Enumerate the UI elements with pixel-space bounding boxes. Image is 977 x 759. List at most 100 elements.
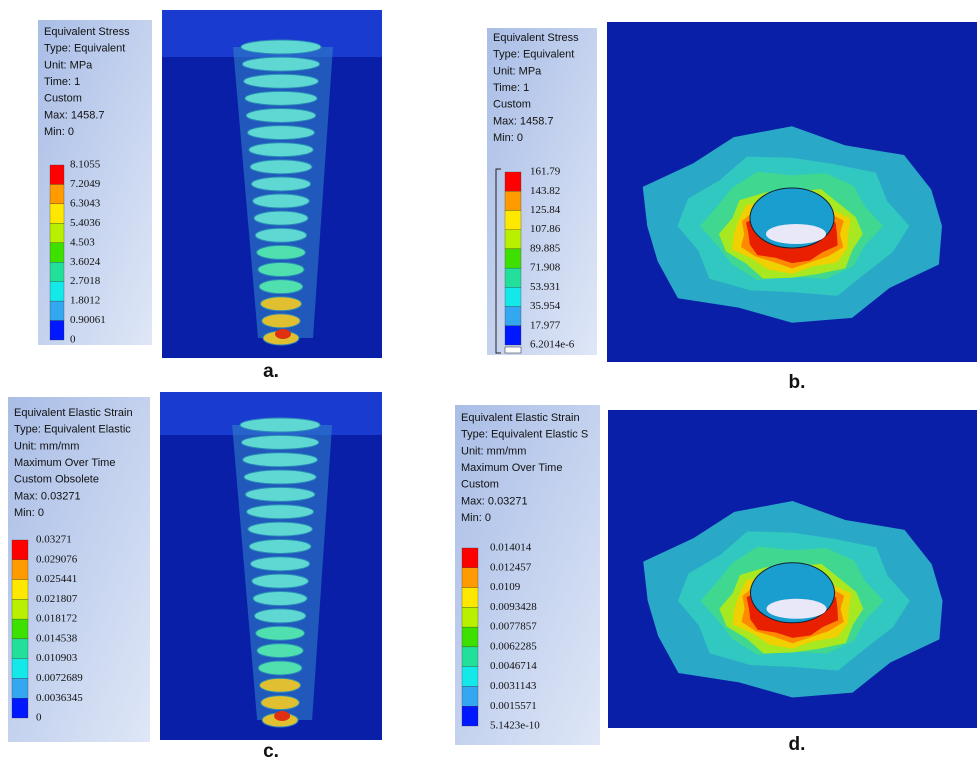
- scale-value: 71.908: [530, 262, 561, 274]
- thread: [251, 177, 310, 191]
- thread: [257, 644, 303, 658]
- scale-value: 2.7018: [70, 275, 101, 287]
- scale-value: 3.6024: [70, 256, 101, 268]
- color-bin: [505, 249, 521, 268]
- color-bin: [50, 223, 64, 242]
- scale-value: 0.014538: [36, 632, 78, 644]
- legend-line: Max: 0.03271: [461, 495, 528, 507]
- scale-value: 7.2049: [70, 178, 101, 190]
- thread: [245, 487, 315, 501]
- color-bin: [462, 588, 478, 608]
- thread: [241, 40, 321, 54]
- color-bin: [505, 210, 521, 229]
- thread: [240, 418, 320, 432]
- color-bin: [12, 698, 28, 718]
- color-bin: [50, 301, 64, 320]
- min-bin: [505, 347, 521, 353]
- legend-line: Custom: [493, 99, 531, 111]
- scale-value: 4.503: [70, 236, 95, 248]
- scale-value: 0: [36, 712, 42, 724]
- scale-value: 1.8012: [70, 295, 100, 307]
- legend-line: Unit: mm/mm: [14, 440, 79, 452]
- thread: [245, 91, 317, 105]
- scale-value: 0.03271: [36, 534, 72, 546]
- scale-value: 6.2014e-6: [530, 339, 575, 351]
- scale-value: 5.1423e-10: [490, 720, 540, 732]
- scale-value: 0.025441: [36, 573, 77, 585]
- thread: [252, 574, 309, 588]
- color-bin: [12, 619, 28, 639]
- panel: Equivalent Elastic StrainType: Equivalen…: [8, 392, 382, 759]
- scale-value: 89.885: [530, 242, 561, 254]
- scale-value: 0.018172: [36, 613, 77, 625]
- figure: Equivalent Stress Type: Equivalent Unit: M…: [0, 0, 977, 759]
- legend-line: Type: Equivalent: [493, 49, 574, 61]
- scale-value: 0.0077857: [490, 621, 537, 633]
- color-bin: [462, 686, 478, 706]
- scale-value: 0.0031143: [490, 680, 537, 692]
- color-bin: [505, 307, 521, 326]
- color-bin: [462, 706, 478, 726]
- legend-line: Unit: MPa: [44, 59, 93, 71]
- thread: [260, 297, 301, 311]
- color-bin: [462, 548, 478, 568]
- legend-line: Max: 1458.7: [44, 109, 105, 121]
- legend-line: Min: 0: [493, 132, 523, 144]
- thread: [262, 314, 301, 328]
- thread: [249, 539, 311, 553]
- color-bin: [462, 607, 478, 627]
- color-bin: [505, 230, 521, 249]
- tip: [274, 711, 290, 721]
- legend-line: Min: 0: [44, 126, 74, 138]
- legend-line: Equivalent Stress: [44, 26, 130, 38]
- color-bin: [505, 326, 521, 345]
- thread: [244, 470, 316, 484]
- thread: [247, 126, 314, 140]
- color-bin: [462, 568, 478, 588]
- color-bin: [12, 560, 28, 580]
- thread: [254, 211, 308, 225]
- scale-value: 0: [70, 334, 76, 346]
- scale-value: 5.4036: [70, 217, 101, 229]
- thread: [253, 592, 307, 606]
- scale-value: 6.3043: [70, 197, 101, 209]
- thread: [260, 678, 301, 692]
- scale-value: 35.954: [530, 300, 561, 312]
- color-bin: [12, 639, 28, 659]
- thread: [259, 280, 303, 294]
- hole-floor: [767, 599, 827, 619]
- scale-value: 161.79: [530, 166, 561, 178]
- legend-line: Custom Obsolete: [14, 474, 99, 486]
- thread: [247, 505, 314, 519]
- scale-value: 0.0036345: [36, 692, 83, 704]
- scale-value: 0.010903: [36, 652, 78, 664]
- scale-value: 0.0062285: [490, 640, 537, 652]
- scale-value: 0.0093428: [490, 601, 537, 613]
- legend-line: Time: 1: [493, 82, 529, 94]
- thread: [253, 194, 310, 208]
- thread: [254, 609, 306, 623]
- thread: [246, 108, 316, 122]
- color-bin: [50, 184, 64, 203]
- color-bin: [50, 243, 64, 262]
- color-bin: [12, 540, 28, 560]
- legend-line: Time: 1: [44, 76, 80, 88]
- legend-line: Max: 1458.7: [493, 115, 554, 127]
- scale-value: 0.014014: [490, 542, 532, 554]
- color-bin: [12, 580, 28, 600]
- hole-floor: [766, 224, 826, 244]
- scale-value: 143.82: [530, 185, 560, 197]
- legend-line: Equivalent Stress: [493, 32, 579, 44]
- panel-label: c.: [263, 741, 279, 759]
- legend-line: Maximum Over Time: [14, 457, 115, 469]
- legend-line: Custom: [461, 479, 499, 491]
- scale-value: 53.931: [530, 281, 560, 293]
- color-bin: [462, 667, 478, 687]
- scale-value: 8.1055: [70, 159, 101, 171]
- legend-line: Type: Equivalent: [44, 43, 125, 55]
- scale-value: 125.84: [530, 204, 561, 216]
- thread: [258, 661, 302, 675]
- legend-line: Min: 0: [461, 512, 491, 524]
- thread: [244, 74, 319, 88]
